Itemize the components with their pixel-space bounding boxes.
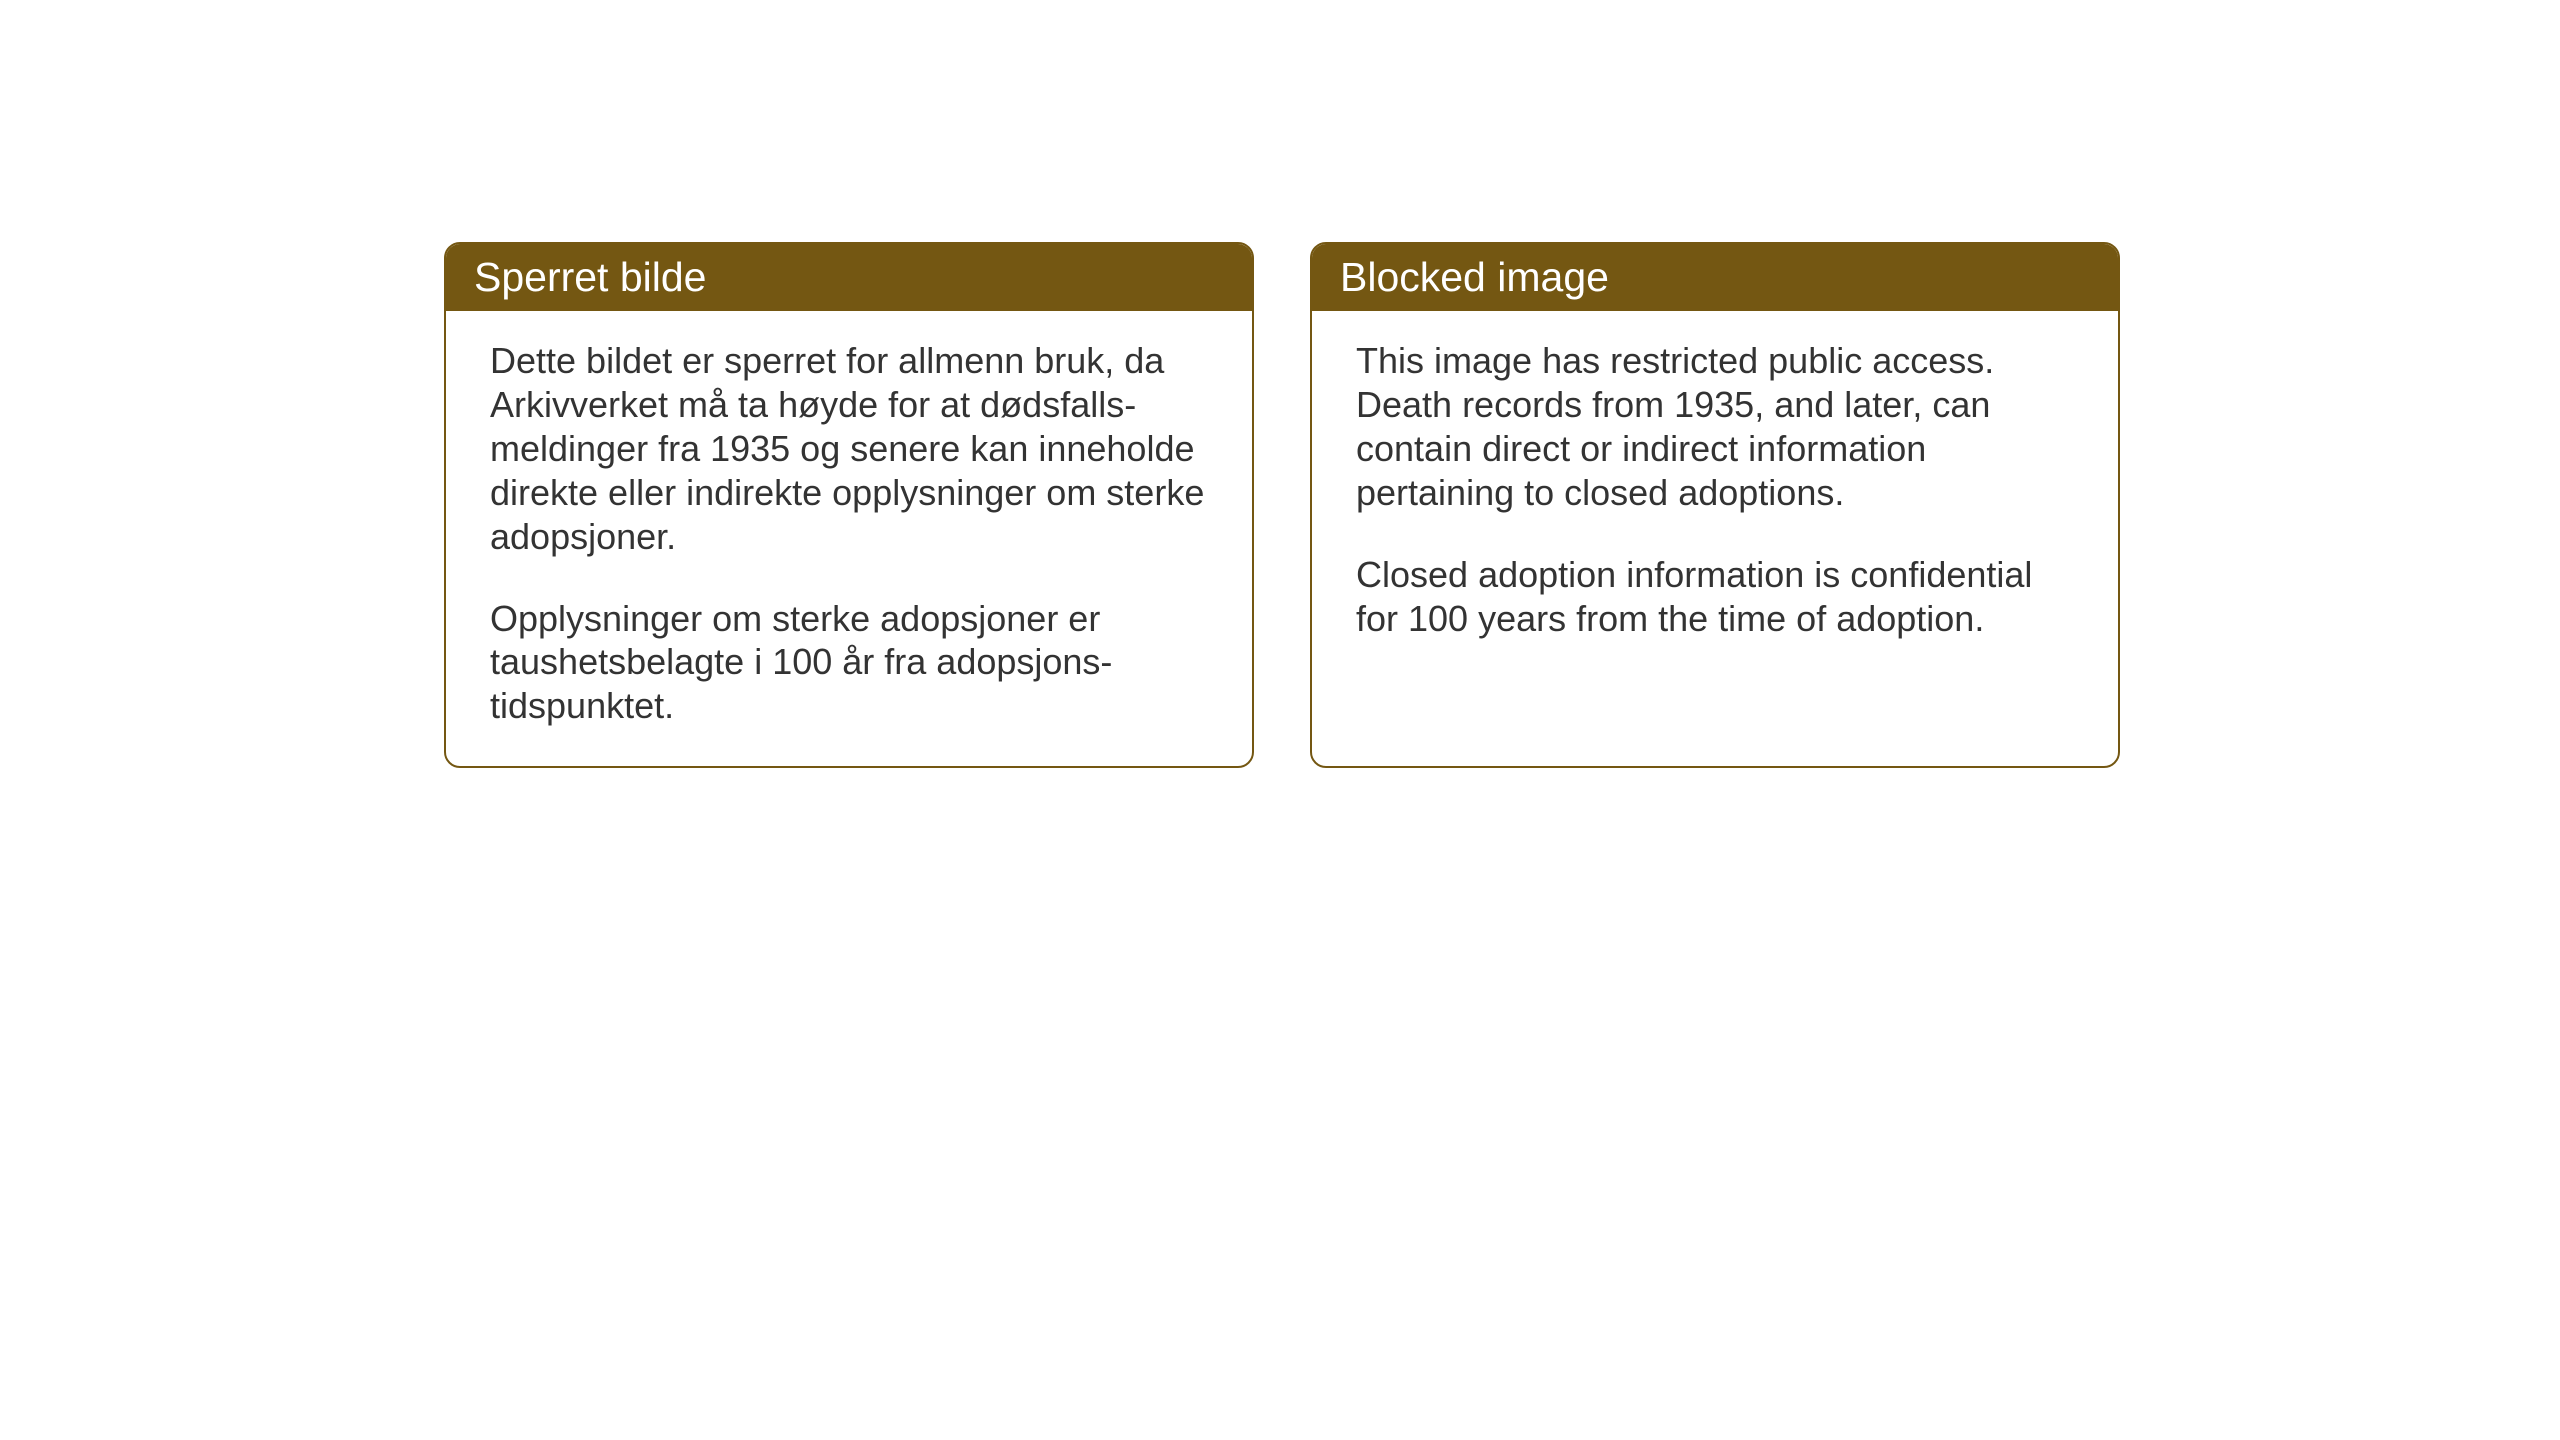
english-card-body: This image has restricted public access.…: [1312, 311, 2118, 766]
norwegian-card-body: Dette bildet er sperret for allmenn bruk…: [446, 311, 1252, 766]
norwegian-card: Sperret bilde Dette bildet er sperret fo…: [444, 242, 1254, 768]
english-paragraph-2: Closed adoption information is confident…: [1356, 553, 2074, 641]
english-card: Blocked image This image has restricted …: [1310, 242, 2120, 768]
english-card-title: Blocked image: [1312, 244, 2118, 311]
norwegian-paragraph-2: Opplysninger om sterke adopsjoner er tau…: [490, 597, 1208, 729]
norwegian-card-title: Sperret bilde: [446, 244, 1252, 311]
norwegian-paragraph-1: Dette bildet er sperret for allmenn bruk…: [490, 339, 1208, 559]
cards-container: Sperret bilde Dette bildet er sperret fo…: [444, 242, 2120, 768]
english-paragraph-1: This image has restricted public access.…: [1356, 339, 2074, 515]
